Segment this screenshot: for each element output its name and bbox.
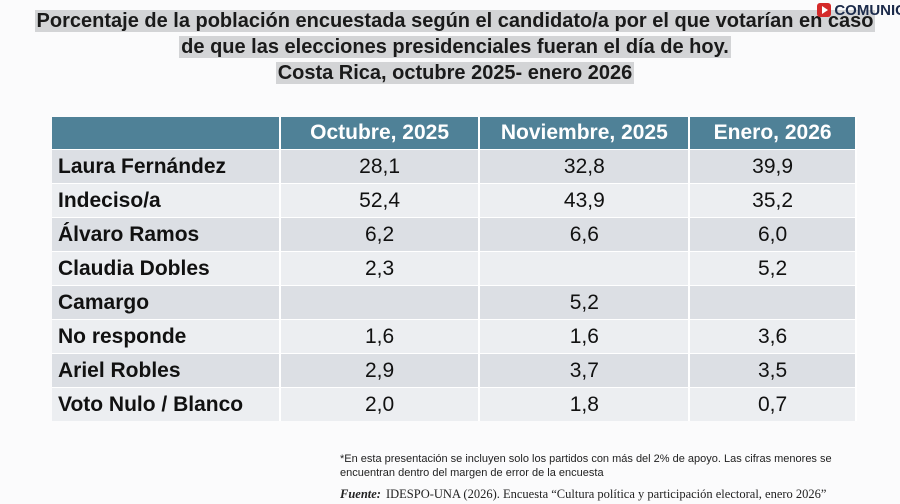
table-cell: 1,6 (479, 319, 691, 354)
row-label: Álvaro Ramos (52, 217, 281, 252)
logo-text: COMUNIC (834, 1, 900, 19)
table-cell: 2,0 (279, 387, 481, 421)
table-cell: 32,8 (479, 149, 691, 184)
row-label: Voto Nulo / Blanco (52, 387, 281, 421)
table-row: Camargo 5,2 (52, 285, 857, 320)
table-row: No responde 1,6 1,6 3,6 (52, 319, 857, 354)
row-label: Camargo (52, 285, 281, 320)
table-cell: 2,3 (279, 251, 481, 286)
row-label: Ariel Robles (52, 353, 281, 388)
header-cell (52, 117, 281, 150)
source-text: IDESPO-UNA (2026). Encuesta “Cultura pol… (385, 487, 827, 501)
table-cell: 39,9 (689, 149, 857, 184)
table-cell: 6,0 (689, 217, 857, 252)
table-cell (479, 251, 691, 286)
table-cell: 6,2 (279, 217, 481, 252)
column-header: Enero, 2026 (689, 117, 857, 150)
footnote-line: *En esta presentación se incluyen solo l… (340, 453, 832, 465)
title-line: de que las elecciones presidenciales fue… (179, 36, 731, 58)
table-cell: 0,7 (689, 387, 857, 421)
table-cell: 43,9 (479, 183, 691, 218)
table-cell: 35,2 (689, 183, 857, 218)
source: Fuente: IDESPO-UNA (2026). Encuesta “Cult… (340, 487, 826, 502)
title: Porcentaje de la población encuestada se… (0, 8, 900, 86)
logo-icon (817, 3, 832, 17)
table-row: Ariel Robles 2,9 3,7 3,5 (52, 353, 857, 388)
footnote-line: encuentran dentro del margen de error de… (340, 467, 604, 479)
title-line: Porcentaje de la población encuestada se… (34, 10, 876, 32)
table-cell: 2,9 (279, 353, 481, 388)
source-label: Fuente: (340, 487, 381, 501)
row-label: Laura Fernández (52, 149, 281, 184)
table-cell: 1,8 (479, 387, 691, 421)
results-table: Octubre, 2025 Noviembre, 2025 Enero, 2026 … (52, 117, 857, 421)
table-cell: 28,1 (279, 149, 481, 184)
table-row: Laura Fernández 28,1 32,8 39,9 (52, 149, 857, 184)
row-label: Indeciso/a (52, 183, 281, 218)
row-label: Claudia Dobles (52, 251, 281, 286)
table-row: Indeciso/a 52,4 43,9 35,2 (52, 183, 857, 218)
column-header: Octubre, 2025 (279, 117, 481, 150)
table-cell: 5,2 (689, 251, 857, 286)
table-cell: 3,7 (479, 353, 691, 388)
header-row: Octubre, 2025 Noviembre, 2025 Enero, 2026 (52, 117, 857, 150)
table-cell: 1,6 (279, 319, 481, 354)
footnote: *En esta presentación se incluyen solo l… (340, 452, 832, 480)
table-cell: 5,2 (479, 285, 691, 320)
row-label: No responde (52, 319, 281, 354)
table-cell: 52,4 (279, 183, 481, 218)
table-row: Voto Nulo / Blanco 2,0 1,8 0,7 (52, 387, 857, 421)
table-cell: 3,5 (689, 353, 857, 388)
table-cell (689, 285, 857, 320)
table-cell: 3,6 (689, 319, 857, 354)
table-cell (279, 285, 481, 320)
logo: COMUNIC (817, 0, 900, 20)
title-line: Costa Rica, octubre 2025- enero 2026 (275, 62, 635, 84)
table-cell: 6,6 (479, 217, 691, 252)
column-header: Noviembre, 2025 (479, 117, 691, 150)
table-row: Claudia Dobles 2,3 5,2 (52, 251, 857, 286)
table-row: Álvaro Ramos 6,2 6,6 6,0 (52, 217, 857, 252)
table-body: Laura Fernández 28,1 32,8 39,9 Indeciso/a 52,… (52, 149, 857, 421)
